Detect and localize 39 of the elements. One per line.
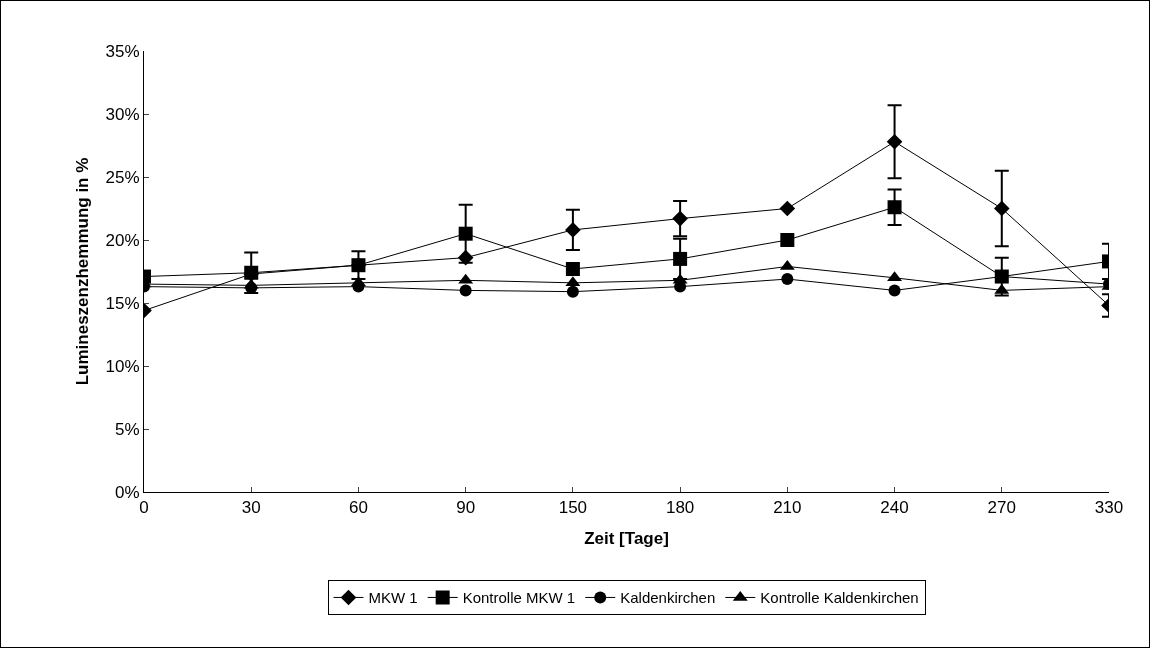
point [458,226,473,241]
point [781,273,794,286]
x-tick-label: 0 [139,498,149,518]
x-axis-title: Zeit [Tage] [584,528,669,548]
x-tick-label: 180 [665,498,695,518]
legend-label: MKW 1 [368,589,418,607]
point [672,210,688,227]
legend-label: Kontrolle MKW 1 [462,589,576,607]
point [565,222,581,238]
x-tick-label: 90 [456,498,476,518]
y-axis-title: Lumineszenzhemmung in % [73,157,93,386]
x-tick-label: 150 [558,498,588,518]
point [779,200,796,217]
x-tick-label: 60 [348,498,368,518]
y-tick-label: 35% [105,41,140,61]
point [565,261,580,276]
y-tick-label: 10% [105,356,140,376]
point [566,285,579,298]
y-tick-label: 30% [105,104,140,124]
y-tick-label: 15% [105,293,140,313]
x-tick-label: 270 [987,498,1016,518]
legend-label: Kaldenkirchen [620,589,716,607]
point [351,258,366,273]
legend-label: Kontrolle Kaldenkirchen [760,589,919,607]
x-tick-label: 240 [880,498,909,518]
point [780,233,795,247]
x-tick-label: 210 [773,498,802,518]
y-tick-label: 20% [105,230,140,250]
y-tick-label: 25% [105,167,140,187]
point [993,200,1010,217]
point [459,284,472,297]
x-tick-label: 330 [1094,498,1124,518]
point [887,200,902,215]
y-tick-label: 5% [115,419,140,439]
point [888,284,901,297]
point [886,133,903,150]
x-tick-label: 30 [241,498,261,518]
point [673,251,688,266]
y-tick-label: 0% [115,482,140,502]
